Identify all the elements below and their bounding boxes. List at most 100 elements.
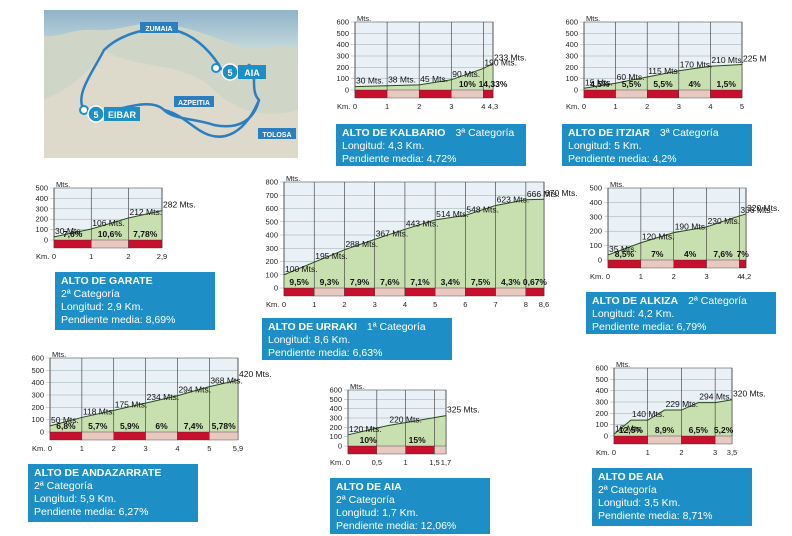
altitude-label: 306 Mts. — [740, 205, 773, 215]
y-tick-label: 500 — [35, 184, 48, 193]
altitude-label: 175 Mts. — [115, 399, 148, 409]
altitude-label: 368 Mts. — [210, 376, 243, 386]
x-tick-label: 2 — [112, 444, 116, 453]
x-tick-label: 8 — [524, 300, 528, 309]
altitude-label: 35 Mts. — [609, 244, 637, 254]
altitude-label: 195 Mts. — [315, 251, 348, 261]
y-tick-label: 200 — [336, 63, 349, 72]
altitude-label: 210 Mts. — [711, 55, 744, 65]
altitude-label: 170 Mts. — [680, 60, 713, 70]
km-segment-band — [81, 431, 114, 441]
km-segment-band — [465, 287, 496, 297]
profile-urraki: 0 100 200 300 400 500 600 700 800 Mts. Km. 0 1 2 3 4 5 6 7… — [262, 174, 582, 318]
gradient-label: 6,8% — [56, 421, 76, 431]
map-label-tolosa: TOLOSA — [262, 132, 291, 139]
y-tick-label: 100 — [565, 74, 578, 83]
y-tick-label: 400 — [565, 40, 578, 49]
y-tick-label: 0 — [598, 256, 602, 265]
km-segment-band — [347, 445, 378, 455]
x-tick-label: 8,6 — [539, 300, 549, 309]
km-segment-band — [613, 435, 648, 445]
x-tick-label: 3 — [373, 300, 377, 309]
y-tick-label: 0 — [604, 432, 608, 441]
gradient-label: 9,3% — [320, 277, 340, 287]
x-tick-label: 1 — [646, 448, 650, 457]
gradient-label: 7% — [737, 249, 750, 259]
km-segment-band — [451, 89, 484, 99]
y-tick-label: 100 — [589, 241, 602, 250]
km-segment-band — [418, 89, 452, 99]
y-unit-label: Mts. — [56, 180, 70, 189]
x-tick-label: 3 — [144, 444, 148, 453]
altitude-label: 45 Mts. — [420, 74, 448, 84]
climb-slope: Pendiente media: 8,69% — [61, 314, 176, 326]
profile-line — [283, 198, 545, 276]
y-unit-label: Mts. — [610, 180, 624, 189]
x-tick-label: 3 — [677, 102, 681, 111]
climb-slope: Pendiente media: 6,79% — [592, 321, 707, 333]
badge-eibar-number: 5 — [93, 110, 98, 120]
altitude-label: 666 Mts. — [527, 189, 560, 199]
x-tick-label: 6 — [463, 300, 467, 309]
gradient-label: 10% — [459, 79, 476, 89]
gradient-label: 7,4% — [184, 421, 204, 431]
x-tick-label: 1 — [80, 444, 84, 453]
km-segment-band — [344, 287, 375, 297]
climb-length: Longitud: 5,9 Km. — [34, 493, 117, 505]
y-tick-label: 300 — [35, 204, 48, 213]
profile-line — [354, 63, 494, 88]
y-tick-label: 300 — [329, 414, 342, 423]
x-tick-label: 4 — [481, 102, 485, 111]
climb-name: ALTO DE KALBARIO — [342, 127, 446, 139]
y-unit-label: Mts. — [286, 174, 300, 183]
altitude-label: 90 Mts. — [452, 69, 480, 79]
x-tick-label: 4 — [708, 102, 712, 111]
x-tick-label: 3 — [449, 102, 453, 111]
y-tick-label: 0 — [274, 284, 278, 293]
km-segment-band — [710, 89, 743, 99]
climb-category: 3ª Categoría — [659, 127, 719, 139]
km-segment-band — [177, 431, 210, 441]
y-tick-label: 100 — [336, 74, 349, 83]
x-tick-label: 1 — [89, 252, 93, 261]
gradient-label: 0,67% — [523, 277, 548, 287]
gradient-label: 7% — [651, 249, 664, 259]
gradient-label: 1,5% — [717, 79, 737, 89]
altitude-label: 220 Mts. — [389, 414, 422, 424]
x-tick-label: 0 — [353, 102, 357, 111]
x-tick-label: 2 — [417, 102, 421, 111]
y-tick-label: 500 — [329, 395, 342, 404]
y-tick-label: 200 — [565, 63, 578, 72]
altitude-label: 294 Mts. — [699, 392, 732, 402]
profile-area — [355, 63, 493, 90]
altitude-label: 106 Mts. — [92, 218, 125, 228]
gradient-label: 6% — [155, 421, 168, 431]
x-tick-label: 1 — [385, 102, 389, 111]
y-unit-label: Mts. — [357, 14, 371, 23]
gradient-label: 4% — [684, 249, 697, 259]
km-segment-band — [283, 287, 315, 297]
climb-name: ALTO DE AIA — [336, 481, 402, 493]
km-segment-band — [404, 287, 436, 297]
x-tick-label: 7 — [494, 300, 498, 309]
y-unit-label: Mts. — [616, 360, 630, 369]
gradient-label: 4% — [688, 79, 701, 89]
km-segment-band — [314, 287, 345, 297]
km-segment-band — [128, 239, 163, 249]
profile-area — [284, 199, 544, 288]
y-tick-label: 400 — [336, 40, 349, 49]
gradient-label: 14,33% — [479, 79, 508, 89]
y-tick-label: 0 — [44, 236, 48, 245]
card-andazarrate: ALTO DE ANDAZARRATE 2ª Categoría Longitu… — [28, 464, 198, 522]
y-tick-label: 500 — [565, 29, 578, 38]
gradient-label: 5,2% — [714, 425, 734, 435]
climb-length: Longitud: 4,3 Km. — [342, 140, 425, 152]
climb-category: 2ª Categoría — [336, 494, 395, 506]
gradient-label: 8,9% — [655, 425, 675, 435]
climb-name: ALTO DE ANDAZARRATE — [34, 467, 162, 479]
y-tick-label: 500 — [31, 366, 44, 375]
x-tick-label: 1 — [614, 102, 618, 111]
